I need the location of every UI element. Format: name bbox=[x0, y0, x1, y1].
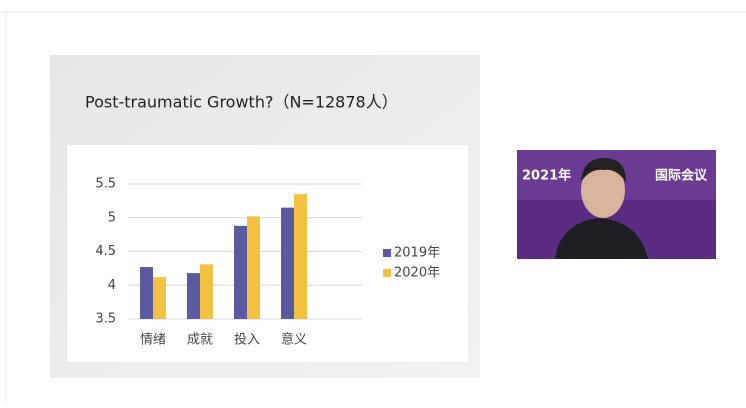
y-tick-label: 5.5 bbox=[95, 177, 116, 192]
banner-right: 国际会议 bbox=[655, 168, 708, 184]
x-tick-label: 投入 bbox=[234, 332, 260, 348]
bar bbox=[247, 216, 260, 319]
bar bbox=[153, 277, 166, 319]
bar bbox=[281, 208, 294, 319]
legend-swatch bbox=[383, 269, 391, 277]
bar bbox=[234, 226, 247, 319]
legend-label: 2019年 bbox=[394, 246, 440, 261]
video-panel: 2021年 国际会议 bbox=[517, 150, 716, 259]
y-tick-label: 5 bbox=[108, 210, 116, 225]
bar bbox=[187, 273, 200, 319]
banner-left: 2021年 bbox=[522, 168, 571, 184]
x-tick-label: 意义 bbox=[281, 332, 307, 348]
bar bbox=[140, 267, 153, 319]
x-tick-label: 成就 bbox=[187, 333, 213, 348]
bar bbox=[294, 194, 307, 319]
legend-swatch bbox=[383, 249, 391, 257]
y-tick-label: 4 bbox=[108, 278, 116, 293]
bar bbox=[200, 264, 213, 319]
y-tick-label: 3.5 bbox=[95, 312, 116, 327]
legend-label: 2020年 bbox=[394, 266, 440, 281]
y-tick-label: 4.5 bbox=[95, 244, 116, 259]
screen: Post-traumatic Growth?（N=12878人） 2021年 国… bbox=[0, 0, 746, 404]
chart-title: Post-traumatic Growth?（N=12878人） bbox=[85, 93, 398, 112]
x-tick-label: 情绪 bbox=[140, 333, 166, 348]
